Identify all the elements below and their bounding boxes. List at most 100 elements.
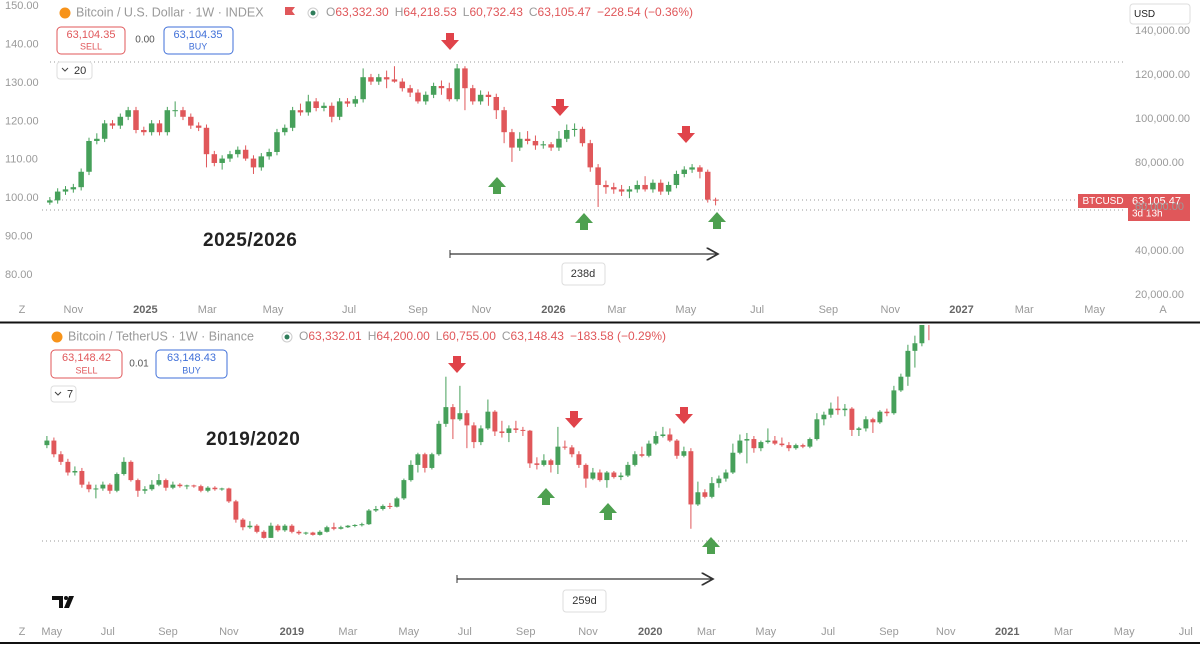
candle-body [391,79,398,82]
buy-button[interactable] [163,26,234,55]
candle-body [125,110,131,117]
x-tick-label: Sep [516,626,536,638]
candle-body [163,480,169,488]
candle-body [359,524,365,526]
candle-body [211,154,218,163]
candle-body [443,407,449,424]
candle-body [198,486,204,491]
x-tick-label: Nov [472,304,492,316]
candle-body [297,110,304,113]
candle-body [274,132,280,152]
down-arrow [551,99,569,116]
symbol-title: Bitcoin / U.S. Dollar · 1W · INDEX [76,5,264,19]
candle-body [422,454,428,468]
buy-price: 63,148.43 [167,352,216,364]
x-tick-label: Mar [1015,304,1034,316]
x-tick-label: Sep [158,626,178,638]
candle-body [430,85,437,95]
x-tick-label: Nov [578,626,598,638]
candle-body [457,413,463,420]
candle-body [658,182,664,192]
candle-body [709,483,715,497]
candle-body [86,484,92,490]
candle-body [141,129,147,133]
candle-body [321,105,327,108]
candle-body [227,154,233,159]
candle-body [305,101,312,113]
candle-body [121,461,127,475]
candle-body [562,446,568,448]
x-tick-label: 2025 [133,304,157,316]
candle-body [618,189,625,192]
candle-body [807,439,813,447]
candle-body [258,156,265,168]
candle-body [415,454,421,465]
candle-body [352,99,359,104]
candle-body [863,419,869,429]
candle-body [814,419,820,440]
x-tick-label: Sep [408,304,428,316]
x-tick-label: Mar [697,626,716,638]
candle-body [172,110,178,112]
indicator-toggle[interactable] [56,61,93,80]
y-tick-label: 110.00 [5,154,38,166]
candle-body [394,498,400,507]
candle-body [407,88,413,93]
sell-label: SELL [75,365,97,375]
chevron [54,391,62,396]
flag-icon[interactable] [285,7,295,15]
candle-body [856,428,862,430]
zoom-button[interactable]: Z [19,626,26,638]
auto-scale-button[interactable]: A [1159,304,1167,316]
candle-body [101,123,108,139]
candle-body [235,149,241,155]
candle-body [282,525,288,531]
currency-select[interactable] [1129,3,1191,25]
indicator-toggle[interactable] [50,385,77,403]
ohlc-quote: O63,332.30 H64,218.53 L60,732.43 C63,105.47… [326,5,693,19]
up-arrow [599,503,617,520]
candle-body [329,105,335,117]
candle-body [470,88,476,102]
candle-body [590,472,596,479]
candle-body [313,101,319,108]
candle-body [142,489,148,491]
status-dot [284,334,290,340]
candle-body [712,199,719,201]
x-tick-label: 2027 [949,304,973,316]
price-tag-value: 63,105.47 [1132,195,1181,207]
up-arrow [488,177,506,194]
candle-body [383,77,390,80]
candle-body [681,451,687,456]
candle-body [79,470,85,485]
candle-body [564,129,570,139]
candle-body [117,116,124,126]
x-tick-label: Mar [338,626,357,638]
zoom-button[interactable]: Z [19,304,26,316]
x-tick-label: May [41,626,62,638]
sell-button[interactable] [50,349,123,379]
candle-body [240,519,246,528]
x-tick-label: Sep [819,304,839,316]
candle-body [772,440,778,444]
candle-body [898,376,904,391]
up-arrow [575,213,593,230]
candle-body [527,430,533,464]
candle-body [697,167,703,172]
x-tick-label: May [755,626,776,638]
candle-body [744,439,750,441]
x-tick-label: 2026 [541,304,565,316]
sell-button[interactable] [56,26,126,55]
candle-body [548,460,554,465]
candle-body [191,485,197,487]
candle-body [646,443,652,456]
candle-body [450,407,456,420]
candle-body [310,532,316,535]
buy-button[interactable] [155,349,228,379]
candle-body [100,484,106,489]
candle-body [478,428,484,443]
candle-body [618,475,624,478]
x-tick-label: Nov [880,304,900,316]
y-tick-label: 80.00 [5,269,33,281]
